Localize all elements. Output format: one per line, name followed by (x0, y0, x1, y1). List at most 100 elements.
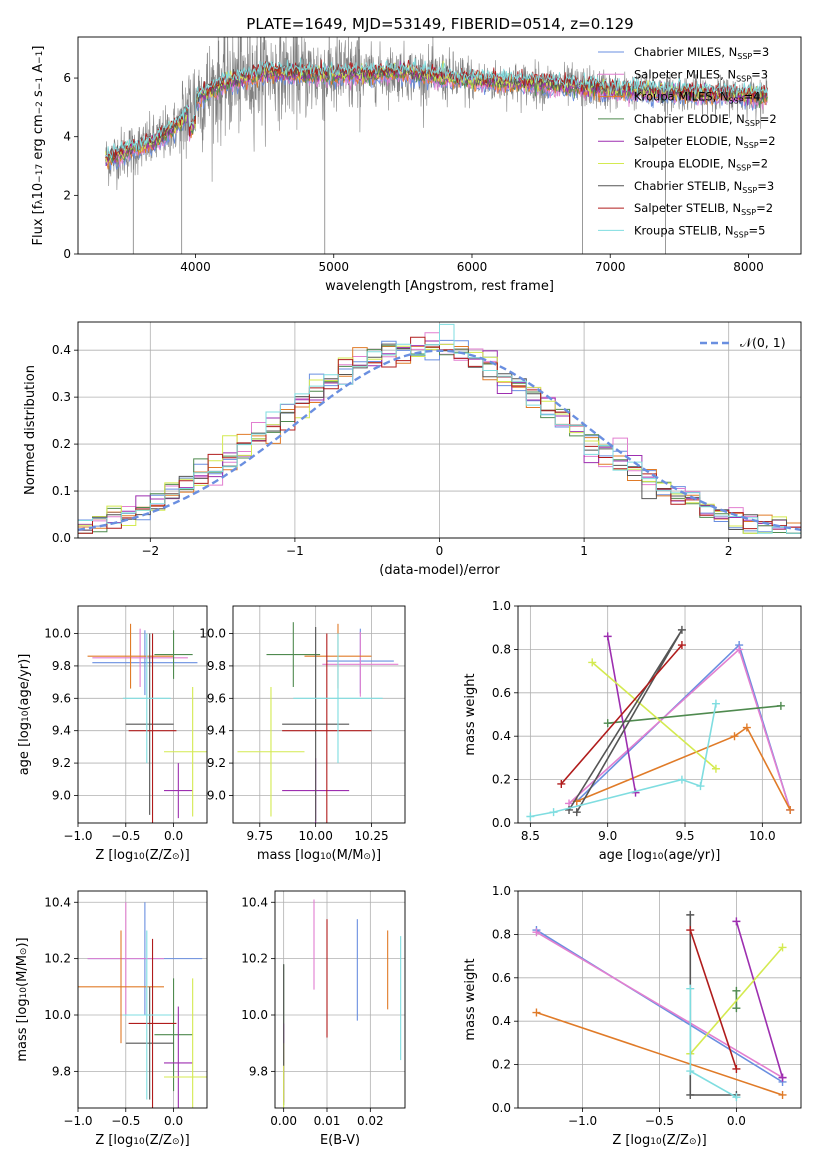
y-tick-label: 0.4 (52, 343, 71, 357)
plot-area (87, 623, 207, 823)
y-tick-label: 1.0 (492, 599, 511, 613)
x-axis-label: Z [log10(Z/Z⊙)] (612, 1133, 706, 1148)
ticks: −1.0 −0.5 0.0 0.0 0.2 0.4 0.6 0.8 1.0 (492, 884, 746, 1128)
weight-point-marker (686, 926, 695, 935)
residual-hist-salpeter-stelib (78, 336, 801, 534)
ticks: −2 −1 0 1 2 0.0 0.1 0.2 0.3 0.4 (52, 343, 733, 558)
axes-frame (274, 890, 406, 1109)
x-axis-label-part: (Z/Z (145, 848, 172, 863)
x-axis-label-part: )] (371, 848, 381, 863)
legend-suffix: =3 (751, 67, 768, 81)
y-tick-label: 9.8 (52, 1064, 71, 1078)
x-axis-label: wavelength [Angstrom, rest frame] (325, 279, 554, 294)
legend-sub: SSP (741, 208, 756, 217)
y-tick-label: 2 (63, 188, 71, 202)
model-spectrum-kroupa-stelib (105, 57, 768, 159)
weight-point-marker (776, 701, 785, 710)
weight-series-salpeter-miles (565, 645, 795, 814)
weight-point-marker (778, 943, 787, 952)
y-tick-label: 0.1 (52, 484, 71, 498)
legend-entry: Kroupa ELODIE, NSSP=2 (634, 157, 768, 173)
x-axis-label-part: Z [log (95, 848, 133, 863)
y-tick-label: 0.2 (492, 773, 511, 787)
x-axis-label-part: )] (180, 1133, 190, 1148)
x-tick-label: 9.75 (246, 829, 273, 843)
x-axis-label: age [log10(age/yr)] (599, 848, 721, 863)
x-tick-label: −0.5 (645, 1114, 674, 1128)
weight-line (689, 914, 737, 1096)
y-tick-label: 0.4 (492, 1014, 511, 1028)
weight-point-marker (572, 808, 581, 817)
weight-point-marker (686, 984, 695, 993)
y-tick-label: 0.6 (492, 686, 511, 700)
gaussian-reference-curve (78, 349, 801, 531)
weight-line (568, 647, 791, 811)
y-tick-label: 9.4 (207, 724, 226, 738)
legend-entry: Kroupa MILES, NSSP=4 (634, 90, 760, 106)
x-tick-label: 10.0 (749, 829, 776, 843)
weight-line (689, 988, 737, 1098)
legend-entry: Kroupa STELIB, NSSP=5 (634, 223, 765, 239)
y-tick-label: 10.4 (241, 895, 268, 909)
y-tick-label: 0.3 (52, 390, 71, 404)
y-tick-label: 10.0 (199, 627, 226, 641)
x-tick-label: 10.25 (354, 829, 388, 843)
weight-point-marker (677, 641, 686, 650)
y-tick-label: 0 (63, 247, 71, 261)
x-axis-label-part: Z [log (612, 1133, 650, 1148)
legend-entry: Chabrier MILES, NSSP=3 (634, 45, 769, 61)
chart-spectrum: 4000 5000 6000 7000 8000 0 2 4 6 wavelength [Angs… (31, 36, 802, 294)
weight-point-marker (603, 632, 612, 641)
weight-point-marker (711, 764, 720, 773)
x-tick-label: −1.0 (63, 829, 92, 843)
weight-point-marker (732, 1093, 741, 1102)
y-tick-label: 0.0 (492, 816, 511, 830)
weight-point-marker (711, 699, 720, 708)
y-tick-label: 9.2 (207, 756, 226, 770)
x-tick-label: 6000 (457, 260, 488, 274)
legend-suffix: =2 (756, 201, 773, 215)
weight-point-marker (686, 910, 695, 919)
x-axis-label-part: 10 (320, 852, 332, 862)
y-tick-label: 0.0 (52, 531, 71, 545)
y-tick-label: 0.2 (52, 437, 71, 451)
x-tick-label: 9.5 (675, 829, 694, 843)
y-axis-label: age [log10(age/yr)] (17, 654, 32, 776)
axes-frame (517, 890, 802, 1109)
legend-suffix: =3 (752, 45, 769, 59)
chart-residuals: −2 −1 0 1 2 0.0 0.1 0.2 0.3 0.4 (data-model)/error… (23, 321, 802, 578)
x-axis-label: (data-model)/error (379, 563, 500, 578)
weight-line (576, 726, 791, 811)
legend-entry: Salpeter ELODIE, NSSP=2 (634, 134, 776, 150)
x-tick-label: 7000 (595, 260, 626, 274)
y-tick-label: 10.0 (44, 627, 71, 641)
y-tick-label: 4 (63, 130, 71, 144)
plot-area (283, 899, 402, 1108)
y-tick-label: 9.6 (52, 691, 71, 705)
weight-line (735, 921, 784, 1078)
errorbar-salpeter-stelib (282, 633, 372, 823)
weight-point-marker (603, 719, 612, 728)
plot-area (78, 323, 801, 534)
errorbar-salpeter-miles (92, 628, 188, 687)
weight-point-marker (532, 1008, 541, 1017)
errorbar-kroupa-elodie (237, 686, 305, 817)
legend-sub: SSP (729, 97, 744, 106)
y-axis-label-part: )] (15, 937, 30, 947)
chart-age_vs_mass: 9.75 10.00 10.25 9.0 9.2 9.4 9.6 9.8 10.0 mass [l… (199, 605, 406, 863)
weight-point-marker (696, 782, 705, 791)
y-axis-label-part: erg cm (31, 114, 46, 163)
x-axis-label-part: 10 (133, 852, 145, 862)
ticks: −1.0 −0.5 0.0 9.8 10.0 10.2 10.4 (44, 895, 183, 1128)
y-tick-label: 9.6 (207, 691, 226, 705)
legend-suffix: =2 (759, 134, 776, 148)
x-axis-label-part: (Z/Z (145, 1133, 172, 1148)
x-tick-label: 0.0 (164, 1114, 183, 1128)
x-axis-label-part: ⊙ (172, 852, 180, 862)
legend-entry: Chabrier ELODIE, NSSP=2 (634, 112, 777, 128)
x-axis-label: mass [log10(M/M⊙)] (257, 848, 381, 863)
errorbar-chabrier-stelib (125, 986, 174, 1100)
ticks: −1.0 −0.5 0.0 9.0 9.2 9.4 9.6 9.8 10.0 (44, 627, 183, 843)
ticks: 0.00 0.01 0.02 9.8 10.0 10.2 10.4 (241, 895, 383, 1128)
